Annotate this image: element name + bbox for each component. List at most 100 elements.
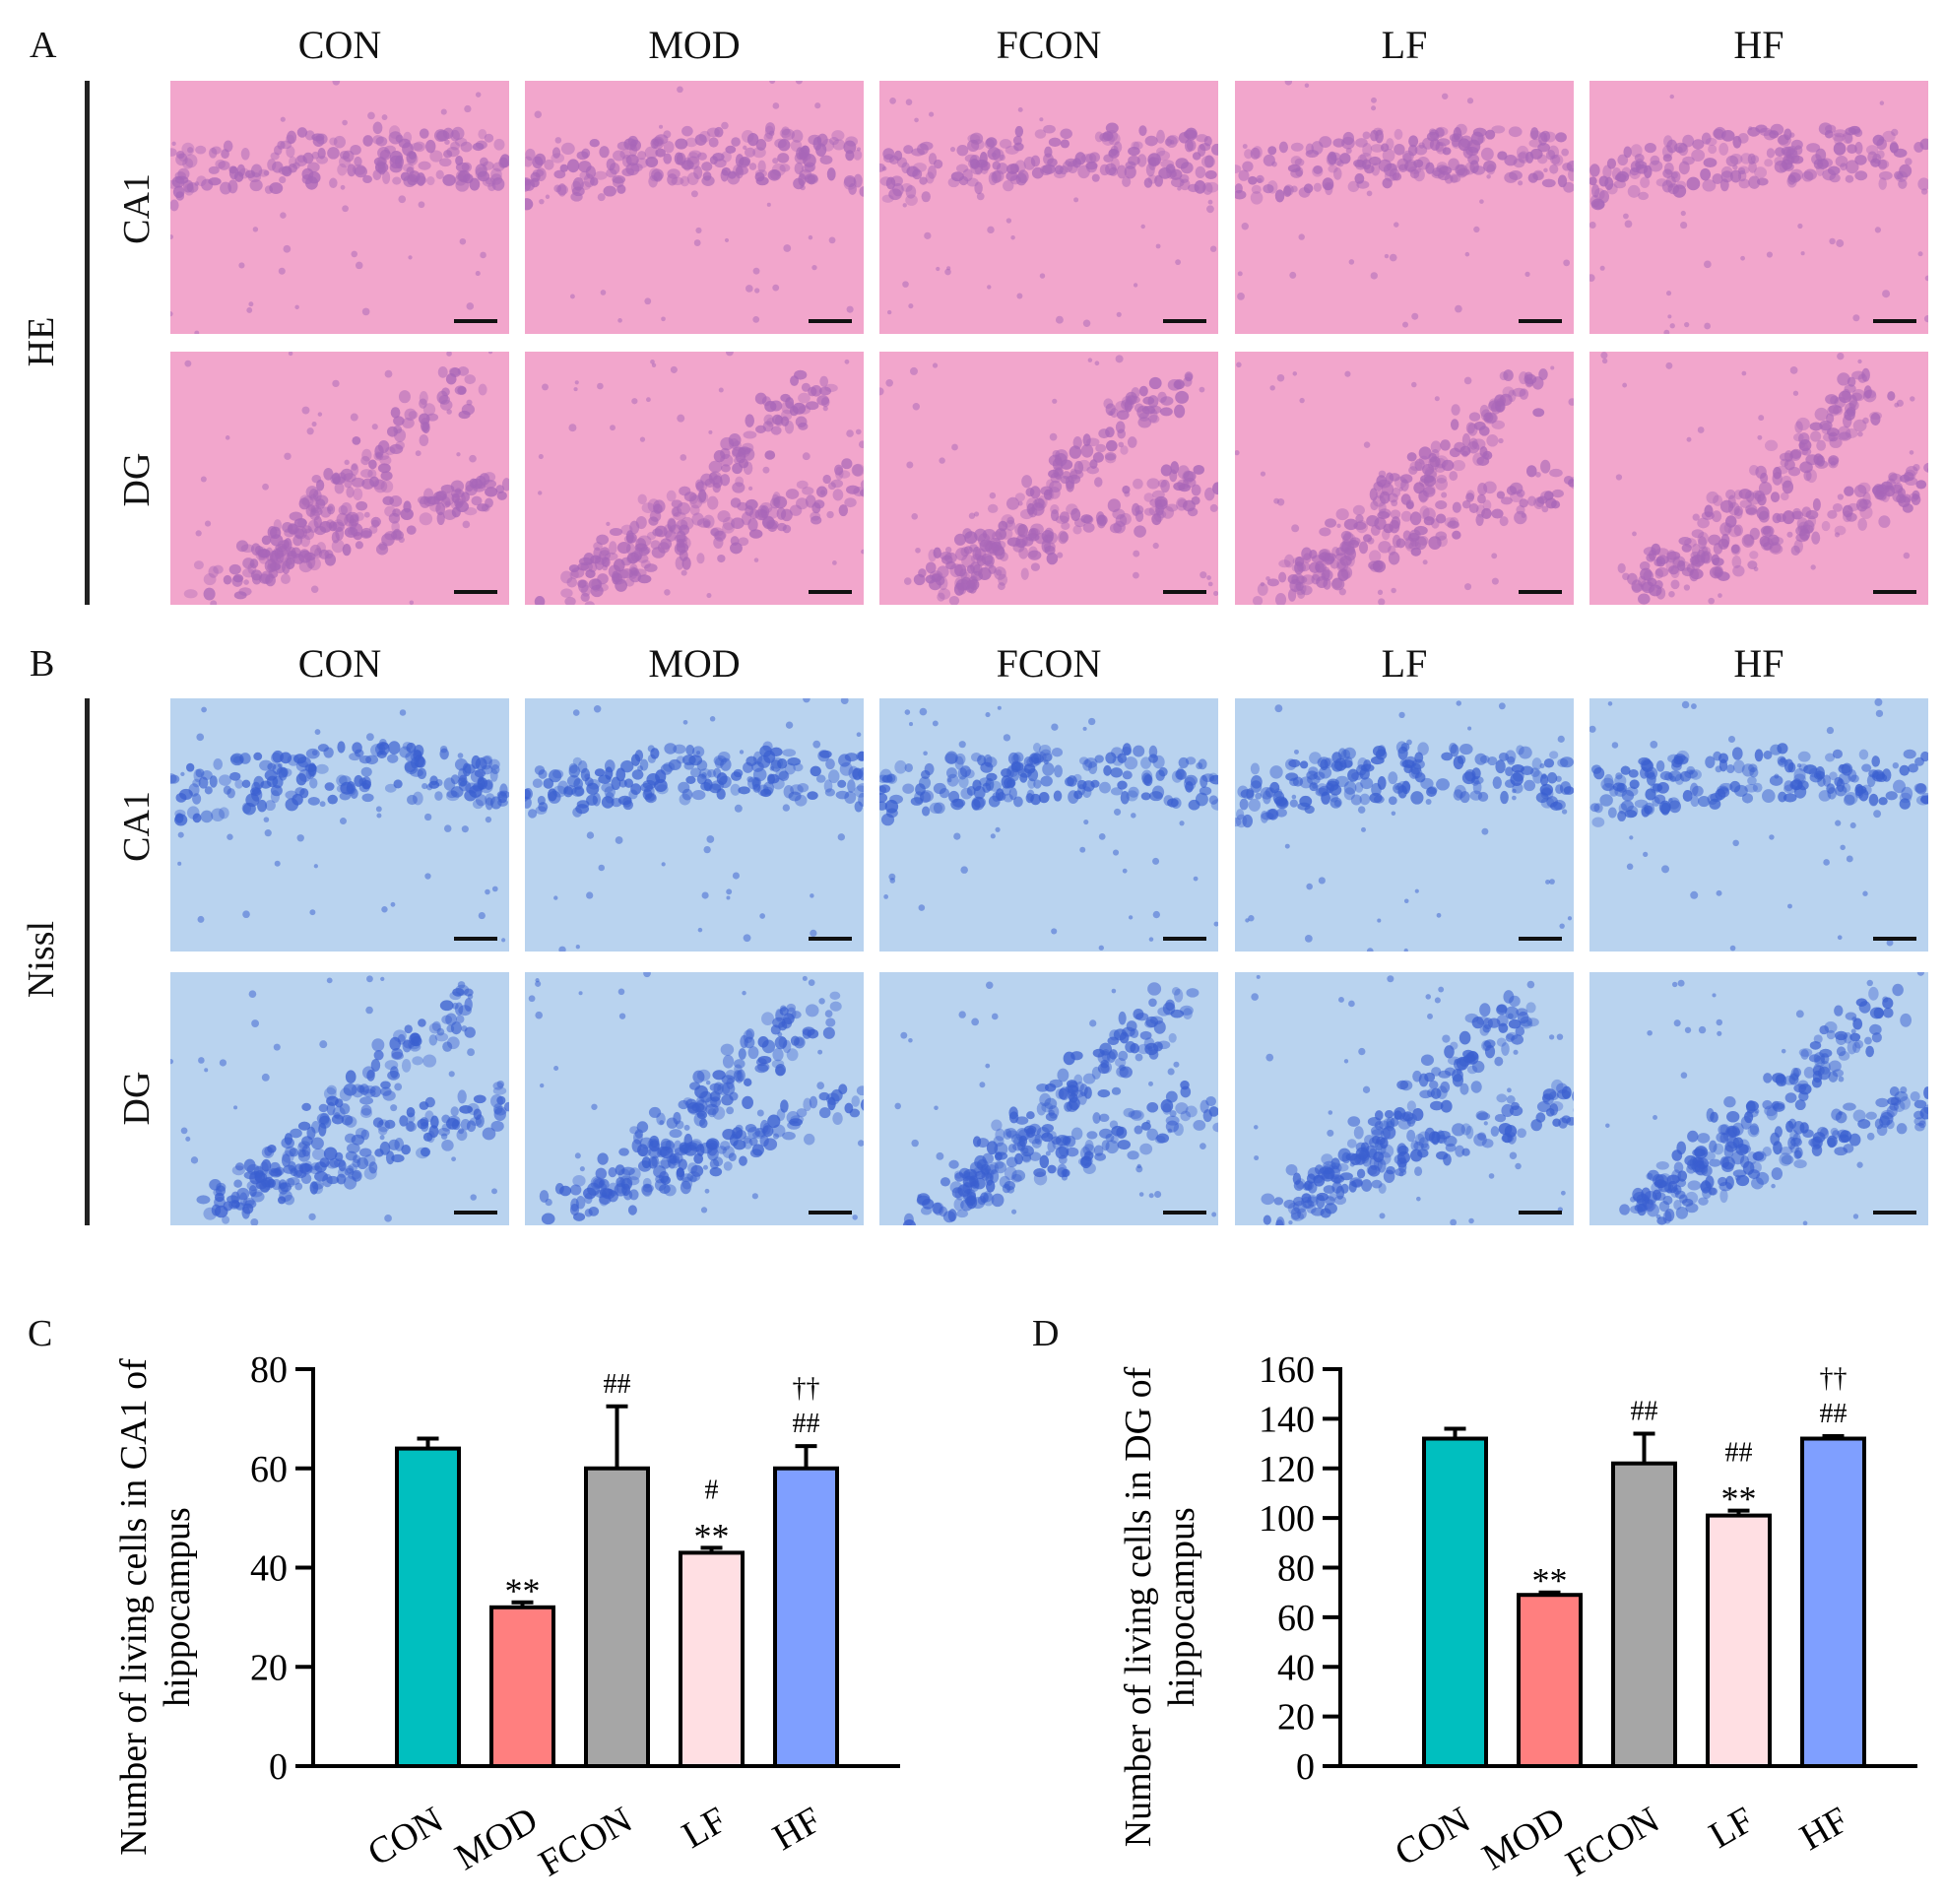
scale-bar (1873, 1211, 1916, 1215)
y-tick-label: 60 (250, 1449, 288, 1490)
y-axis-label: Number of living cells in CA1 of (113, 1358, 155, 1856)
x-tick-label: LF (676, 1799, 734, 1857)
scale-bar (1873, 319, 1916, 323)
scale-bar (454, 590, 497, 594)
panel-a-label: A (30, 24, 56, 67)
row-label-ca1: CA1 (115, 728, 159, 925)
x-tick-label: MOD (1475, 1799, 1572, 1878)
micrograph-nissl-ca1-fcon (879, 698, 1218, 952)
x-tick-label: HF (766, 1799, 828, 1859)
scale-bar (1163, 1211, 1206, 1215)
x-tick-label: FCON (532, 1799, 639, 1884)
nissl-group-bracket (85, 698, 90, 1225)
bar-mod (1519, 1595, 1581, 1766)
micrograph-he-ca1-hf (1589, 81, 1928, 334)
x-tick-label: CON (361, 1799, 450, 1873)
scale-bar (809, 1211, 852, 1215)
significance-marker: ** (694, 1516, 730, 1555)
bar-lf (1708, 1516, 1770, 1766)
scale-bar (809, 937, 852, 941)
y-tick-label: 160 (1259, 1349, 1315, 1391)
scale-bar (809, 319, 852, 323)
significance-marker: ## (1820, 1399, 1848, 1429)
row-label-ca1: CA1 (115, 110, 159, 307)
micrograph-nissl-ca1-hf (1589, 698, 1928, 952)
significance-marker: ** (1721, 1479, 1757, 1519)
column-header-fcon: FCON (879, 22, 1218, 68)
y-tick-label: 80 (250, 1349, 288, 1391)
column-header-mod: MOD (525, 22, 864, 68)
column-header-lf: LF (1235, 640, 1574, 687)
scale-bar (809, 590, 852, 594)
panel-b-label: B (30, 642, 54, 686)
y-axis-label: hippocampus (1161, 1507, 1202, 1707)
scale-bar (1873, 937, 1916, 941)
scale-bar (1873, 590, 1916, 594)
micrograph-nissl-ca1-mod (525, 698, 864, 952)
scale-bar (454, 319, 497, 323)
x-tick-label: LF (1703, 1799, 1761, 1857)
scale-bar (454, 1211, 497, 1215)
micrograph-nissl-dg-mod (525, 972, 864, 1225)
y-axis-label: hippocampus (157, 1507, 198, 1707)
micrograph-nissl-dg-fcon (879, 972, 1218, 1225)
micrograph-he-dg-con (170, 352, 509, 605)
column-header-fcon: FCON (879, 640, 1218, 687)
scale-bar (1519, 937, 1562, 941)
micrograph-he-dg-hf (1589, 352, 1928, 605)
row-label-dg: DG (115, 1000, 159, 1197)
scale-bar (1163, 937, 1206, 941)
micrograph-nissl-ca1-lf (1235, 698, 1574, 952)
column-header-mod: MOD (525, 640, 864, 687)
y-tick-label: 140 (1259, 1399, 1315, 1440)
scale-bar (1519, 319, 1562, 323)
y-tick-label: 100 (1259, 1498, 1315, 1540)
bar-con (397, 1449, 459, 1766)
bar-hf (775, 1469, 837, 1766)
scale-bar (1519, 590, 1562, 594)
y-axis-label: Number of living cells in DG of (1118, 1366, 1159, 1847)
micrograph-he-dg-mod (525, 352, 864, 605)
column-header-con: CON (170, 22, 509, 68)
significance-marker: ## (1725, 1438, 1753, 1469)
bar-mod (491, 1608, 553, 1766)
significance-marker: # (705, 1475, 719, 1505)
bar-fcon (586, 1469, 648, 1766)
micrograph-he-dg-fcon (879, 352, 1218, 605)
he-group-bracket (85, 81, 90, 605)
stain-label-he: HE (20, 243, 63, 440)
scale-bar (1519, 1211, 1562, 1215)
scale-bar (1163, 319, 1206, 323)
micrograph-nissl-dg-hf (1589, 972, 1928, 1225)
column-header-hf: HF (1589, 22, 1928, 68)
y-tick-label: 40 (1277, 1647, 1315, 1688)
x-tick-label: HF (1793, 1799, 1855, 1859)
y-tick-label: 0 (269, 1746, 288, 1788)
micrograph-nissl-dg-lf (1235, 972, 1574, 1225)
scale-bar (454, 937, 497, 941)
significance-marker: ## (604, 1369, 631, 1400)
x-tick-label: MOD (448, 1799, 545, 1878)
significance-marker: ** (1532, 1561, 1568, 1601)
column-header-con: CON (170, 640, 509, 687)
bar-con (1424, 1439, 1486, 1766)
y-tick-label: 60 (1277, 1598, 1315, 1639)
column-header-lf: LF (1235, 22, 1574, 68)
x-tick-label: FCON (1559, 1799, 1666, 1884)
y-tick-label: 20 (1277, 1697, 1315, 1739)
micrograph-he-ca1-con (170, 81, 509, 334)
significance-marker: †† (793, 1373, 820, 1404)
stain-label-nissl: Nissl (20, 861, 63, 1058)
significance-marker: †† (1820, 1363, 1848, 1394)
micrograph-he-ca1-mod (525, 81, 864, 334)
y-tick-label: 0 (1296, 1746, 1315, 1788)
scale-bar (1163, 590, 1206, 594)
significance-marker: ## (1631, 1396, 1658, 1426)
micrograph-he-ca1-fcon (879, 81, 1218, 334)
micrograph-nissl-ca1-con (170, 698, 509, 952)
y-tick-label: 120 (1259, 1449, 1315, 1490)
bar-hf (1802, 1439, 1864, 1766)
column-header-hf: HF (1589, 640, 1928, 687)
